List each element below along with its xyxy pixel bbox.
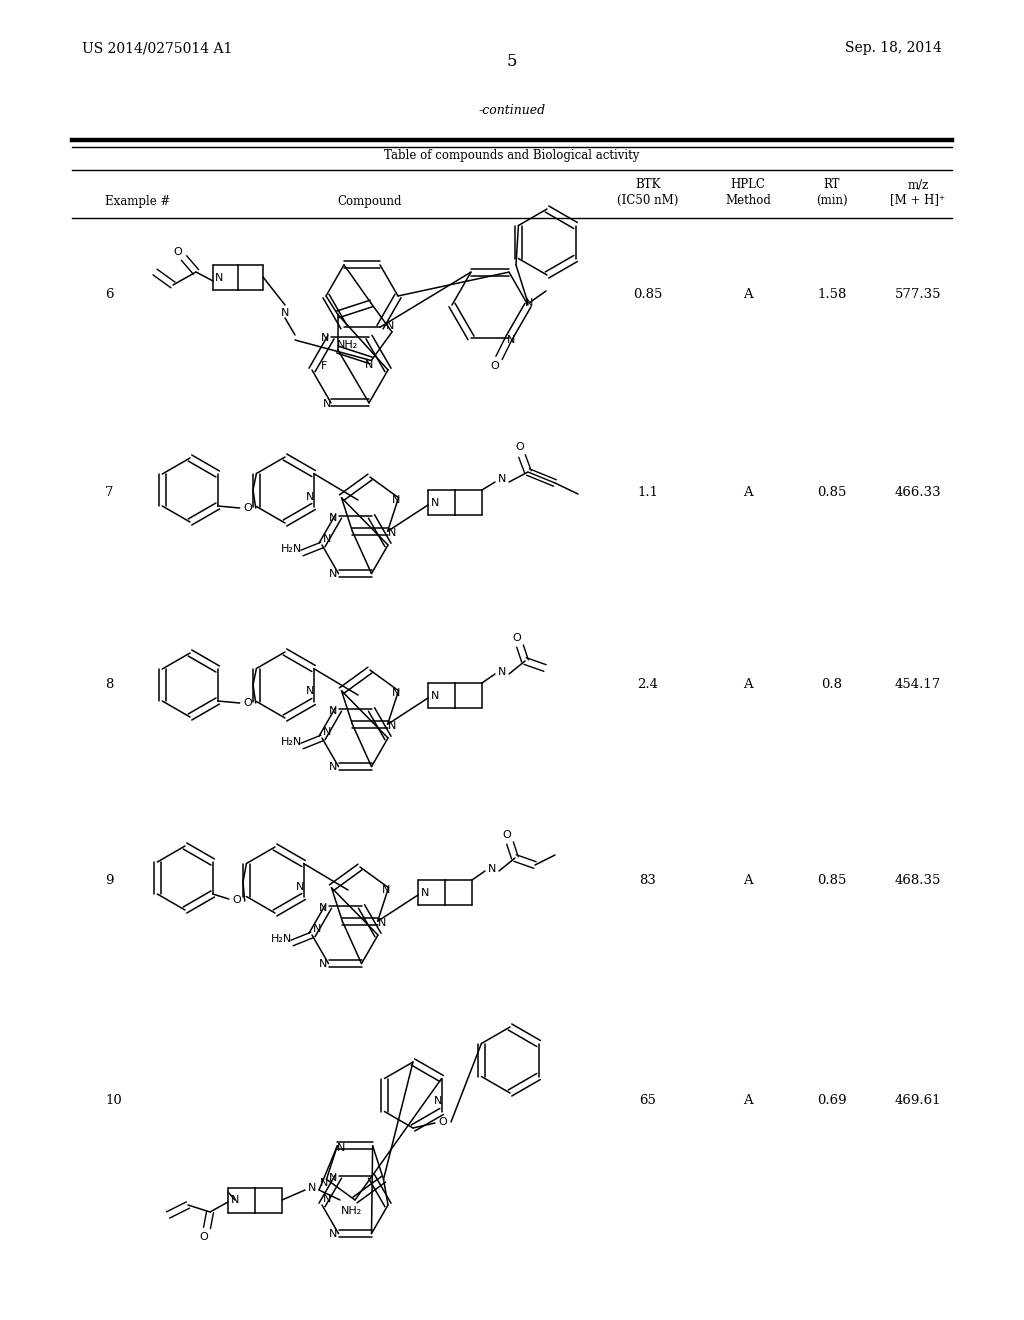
Text: O: O: [516, 442, 524, 451]
Text: N: N: [330, 706, 338, 717]
Text: O: O: [503, 830, 511, 840]
Text: 7: 7: [105, 486, 114, 499]
Text: Compound: Compound: [338, 195, 402, 209]
Text: N: N: [323, 727, 331, 737]
Text: 0.8: 0.8: [821, 678, 843, 692]
Text: 468.35: 468.35: [895, 874, 941, 887]
Text: N: N: [507, 335, 515, 345]
Text: N: N: [330, 1229, 338, 1238]
Text: NH₂: NH₂: [336, 341, 357, 350]
Text: H₂N: H₂N: [282, 544, 303, 554]
Text: 8: 8: [105, 678, 114, 692]
Text: N: N: [305, 491, 313, 502]
Text: 469.61: 469.61: [895, 1093, 941, 1106]
Text: (min): (min): [816, 194, 848, 206]
Text: A: A: [743, 678, 753, 692]
Text: N: N: [378, 919, 386, 928]
Text: -continued: -continued: [478, 103, 546, 116]
Text: 0.85: 0.85: [633, 289, 663, 301]
Text: N: N: [387, 721, 396, 731]
Text: 10: 10: [105, 1093, 122, 1106]
Text: 9: 9: [105, 874, 114, 887]
Text: N: N: [215, 273, 223, 282]
Text: m/z: m/z: [907, 178, 929, 191]
Text: 83: 83: [640, 874, 656, 887]
Text: Table of compounds and Biological activity: Table of compounds and Biological activi…: [384, 149, 640, 161]
Text: N: N: [498, 667, 506, 677]
Text: 454.17: 454.17: [895, 678, 941, 692]
Text: N: N: [330, 513, 338, 524]
Text: N: N: [382, 884, 391, 895]
Text: O: O: [438, 1117, 447, 1127]
Text: N: N: [295, 882, 304, 891]
Text: RT: RT: [823, 178, 841, 191]
Text: O: O: [244, 698, 252, 708]
Text: [M + H]⁺: [M + H]⁺: [891, 194, 945, 206]
Text: N: N: [387, 528, 396, 539]
Text: N: N: [312, 924, 322, 935]
Text: 65: 65: [640, 1093, 656, 1106]
Text: A: A: [743, 486, 753, 499]
Text: N: N: [431, 498, 439, 508]
Text: (IC50 nM): (IC50 nM): [617, 194, 679, 206]
Text: N: N: [337, 1143, 345, 1152]
Text: N: N: [323, 535, 331, 544]
Text: N: N: [321, 333, 329, 343]
Text: 1.58: 1.58: [817, 289, 847, 301]
Text: O: O: [200, 1232, 208, 1242]
Text: N: N: [431, 690, 439, 701]
Text: N: N: [433, 1097, 441, 1106]
Text: N: N: [308, 1183, 316, 1193]
Text: N: N: [330, 569, 338, 578]
Text: O: O: [513, 634, 521, 643]
Text: N: N: [281, 308, 289, 318]
Text: O: O: [174, 247, 182, 257]
Text: N: N: [319, 958, 328, 969]
Text: 2.4: 2.4: [638, 678, 658, 692]
Text: A: A: [743, 289, 753, 301]
Text: N: N: [305, 686, 313, 697]
Text: N: N: [330, 1173, 338, 1184]
Text: NH₂: NH₂: [341, 1206, 362, 1216]
Text: 577.35: 577.35: [895, 289, 941, 301]
Text: 466.33: 466.33: [895, 486, 941, 499]
Text: N: N: [392, 688, 400, 698]
Text: N: N: [230, 1195, 240, 1205]
Text: F: F: [321, 360, 328, 371]
Text: 1.1: 1.1: [638, 486, 658, 499]
Text: 0.69: 0.69: [817, 1093, 847, 1106]
Text: O: O: [490, 360, 500, 371]
Text: O: O: [244, 503, 252, 513]
Text: N: N: [323, 1195, 331, 1204]
Text: N: N: [330, 762, 338, 772]
Text: A: A: [743, 1093, 753, 1106]
Text: N: N: [487, 865, 497, 874]
Text: N: N: [498, 474, 506, 484]
Text: N: N: [386, 321, 394, 331]
Text: 0.85: 0.85: [817, 486, 847, 499]
Text: N: N: [392, 495, 400, 504]
Text: H₂N: H₂N: [282, 737, 303, 747]
Text: N: N: [525, 298, 534, 308]
Text: Sep. 18, 2014: Sep. 18, 2014: [845, 41, 942, 55]
Text: US 2014/0275014 A1: US 2014/0275014 A1: [82, 41, 232, 55]
Text: A: A: [743, 874, 753, 887]
Text: N: N: [319, 903, 328, 913]
Text: Method: Method: [725, 194, 771, 206]
Text: N: N: [323, 399, 331, 409]
Text: N: N: [366, 359, 374, 370]
Text: O: O: [232, 895, 241, 906]
Text: 0.85: 0.85: [817, 874, 847, 887]
Text: HPLC: HPLC: [730, 178, 765, 191]
Text: N: N: [321, 1179, 329, 1188]
Text: Example #: Example #: [105, 195, 170, 209]
Text: 6: 6: [105, 289, 114, 301]
Text: 5: 5: [507, 54, 517, 70]
Text: BTK: BTK: [635, 178, 660, 191]
Text: N: N: [421, 888, 429, 898]
Text: H₂N: H₂N: [271, 935, 293, 944]
